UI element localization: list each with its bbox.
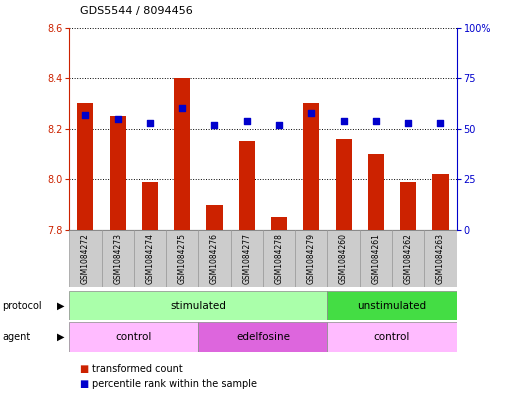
Bar — [327, 230, 360, 287]
Bar — [231, 230, 263, 287]
Bar — [368, 154, 384, 230]
Bar — [271, 217, 287, 230]
Text: edelfosine: edelfosine — [236, 332, 290, 342]
Text: unstimulated: unstimulated — [358, 301, 427, 310]
Bar — [69, 291, 327, 320]
Bar — [400, 182, 416, 230]
Point — [372, 118, 380, 124]
Text: GSM1084272: GSM1084272 — [81, 233, 90, 284]
Point — [178, 105, 186, 112]
Bar — [142, 182, 158, 230]
Bar — [199, 322, 327, 352]
Bar — [134, 230, 166, 287]
Bar — [303, 103, 320, 230]
Text: GDS5544 / 8094456: GDS5544 / 8094456 — [80, 6, 192, 16]
Text: percentile rank within the sample: percentile rank within the sample — [92, 379, 258, 389]
Text: GSM1084277: GSM1084277 — [242, 233, 251, 284]
Point — [113, 116, 122, 122]
Text: stimulated: stimulated — [170, 301, 226, 310]
Text: GSM1084273: GSM1084273 — [113, 233, 122, 284]
Bar — [295, 230, 327, 287]
Point — [307, 109, 315, 116]
Text: GSM1084279: GSM1084279 — [307, 233, 316, 284]
Text: GSM1084278: GSM1084278 — [274, 233, 284, 284]
Bar — [199, 230, 231, 287]
Bar — [77, 103, 93, 230]
Bar — [69, 230, 102, 287]
Point — [340, 118, 348, 124]
Bar — [102, 230, 134, 287]
Bar — [174, 78, 190, 230]
Bar — [166, 230, 199, 287]
Text: ■: ■ — [80, 379, 89, 389]
Bar — [110, 116, 126, 230]
Point — [210, 121, 219, 128]
Point — [437, 119, 445, 126]
Bar — [327, 322, 457, 352]
Bar — [336, 139, 352, 230]
Bar — [424, 230, 457, 287]
Text: ■: ■ — [80, 364, 89, 374]
Bar — [263, 230, 295, 287]
Bar — [206, 205, 223, 230]
Text: GSM1084275: GSM1084275 — [177, 233, 187, 284]
Point — [146, 119, 154, 126]
Text: control: control — [115, 332, 152, 342]
Text: agent: agent — [3, 332, 31, 342]
Text: control: control — [374, 332, 410, 342]
Bar — [69, 322, 199, 352]
Bar — [432, 174, 448, 230]
Point — [81, 111, 89, 118]
Text: GSM1084274: GSM1084274 — [146, 233, 154, 284]
Text: GSM1084260: GSM1084260 — [339, 233, 348, 284]
Point — [275, 121, 283, 128]
Bar — [360, 230, 392, 287]
Bar — [239, 141, 255, 230]
Bar — [392, 230, 424, 287]
Point — [404, 119, 412, 126]
Text: transformed count: transformed count — [92, 364, 183, 374]
Text: GSM1084261: GSM1084261 — [371, 233, 380, 284]
Bar — [327, 291, 457, 320]
Text: GSM1084262: GSM1084262 — [404, 233, 412, 284]
Text: protocol: protocol — [3, 301, 42, 310]
Text: GSM1084276: GSM1084276 — [210, 233, 219, 284]
Text: ▶: ▶ — [56, 301, 64, 310]
Text: GSM1084263: GSM1084263 — [436, 233, 445, 284]
Point — [243, 118, 251, 124]
Text: ▶: ▶ — [56, 332, 64, 342]
